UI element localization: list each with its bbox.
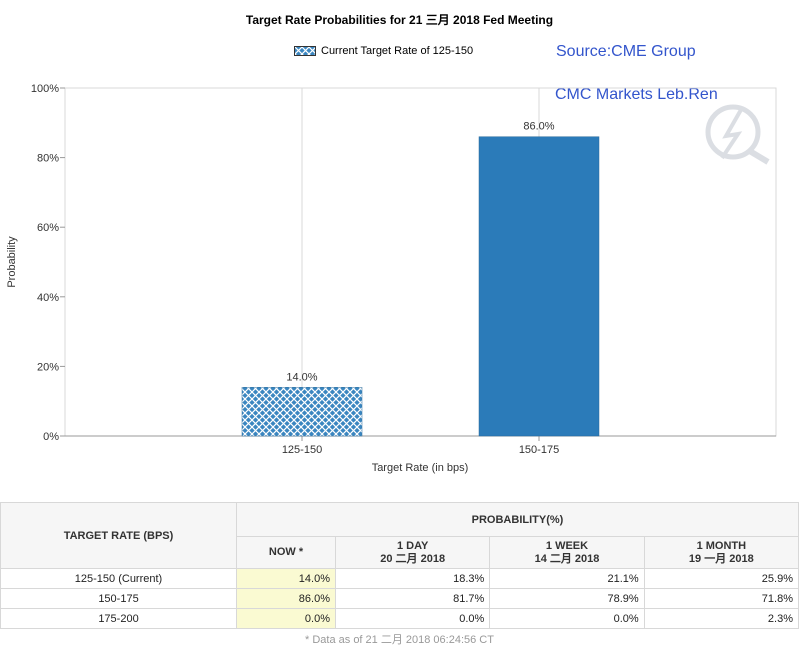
source-annotation: Source:CME Group	[556, 43, 696, 60]
bar-150-175[interactable]	[478, 136, 600, 437]
value-cell: 78.9%	[489, 588, 645, 609]
now-cell: 14.0%	[236, 568, 336, 589]
legend-swatch-hatched	[294, 46, 316, 56]
y-tick-label: 100%	[31, 83, 59, 95]
col-header-1-month[interactable]: 1 MONTH 19 一月 2018	[643, 536, 799, 569]
value-cell: 21.1%	[489, 568, 645, 589]
rate-cell: 150-175	[0, 588, 237, 609]
probability-table: TARGET RATE (BPS) PROBABILITY(%) NOW * 1…	[0, 502, 799, 629]
data-label: 14.0%	[286, 371, 317, 383]
y-tick-label: 20%	[37, 361, 59, 373]
table-row: 175-200 0.0% 0.0% 0.0% 2.3%	[0, 608, 799, 629]
chart-title: Target Rate Probabilities for 21 三月 2018…	[245, 13, 554, 27]
target-rate-header[interactable]: TARGET RATE (BPS)	[0, 502, 237, 569]
value-cell: 18.3%	[334, 568, 491, 589]
col-header-1-day[interactable]: 1 DAY 20 二月 2018	[334, 536, 491, 569]
table-row: 125-150 (Current) 14.0% 18.3% 21.1% 25.9…	[0, 568, 799, 589]
now-cell: 86.0%	[236, 588, 336, 609]
x-tick-label: 150-175	[519, 444, 559, 456]
probability-header: PROBABILITY(%)	[236, 502, 799, 537]
chart-legend[interactable]: Current Target Rate of 125-150	[294, 45, 473, 57]
value-cell: 0.0%	[489, 608, 645, 629]
value-cell: 81.7%	[334, 588, 491, 609]
credit-annotation: CMC Markets Leb.Ren	[555, 86, 718, 103]
rate-cell: 175-200	[0, 608, 237, 629]
bar-125-150[interactable]	[241, 387, 363, 437]
y-tick-label: 40%	[37, 292, 59, 304]
value-cell: 71.8%	[643, 588, 799, 609]
y-tick-label: 80%	[37, 153, 59, 165]
bar-chart: 0% 20% 40% 60% 80% 100% 14.0% 125-150 86.0% 150-1…	[6, 83, 777, 474]
legend-label: Current Target Rate of 125-150	[321, 45, 474, 57]
data-timestamp-footnote: * Data as of 21 二月 2018 06:24:56 CT	[305, 634, 494, 646]
col-header-now[interactable]: NOW *	[236, 536, 336, 569]
rate-cell: 125-150 (Current)	[0, 568, 237, 589]
x-axis-title: Target Rate (in bps)	[372, 462, 469, 474]
y-tick-label: 0%	[43, 431, 59, 443]
y-axis-title: Probability	[6, 236, 18, 288]
value-cell: 0.0%	[334, 608, 491, 629]
y-tick-label: 60%	[37, 222, 59, 234]
col-header-1-week[interactable]: 1 WEEK 14 二月 2018	[489, 536, 645, 569]
plot-area	[64, 87, 777, 437]
value-cell: 2.3%	[643, 608, 799, 629]
value-cell: 25.9%	[643, 568, 799, 589]
now-cell: 0.0%	[236, 608, 336, 629]
watermark-logo	[705, 104, 770, 165]
x-tick-label: 125-150	[282, 444, 322, 456]
table-row: 150-175 86.0% 81.7% 78.9% 71.8%	[0, 588, 799, 609]
data-label: 86.0%	[523, 121, 554, 133]
